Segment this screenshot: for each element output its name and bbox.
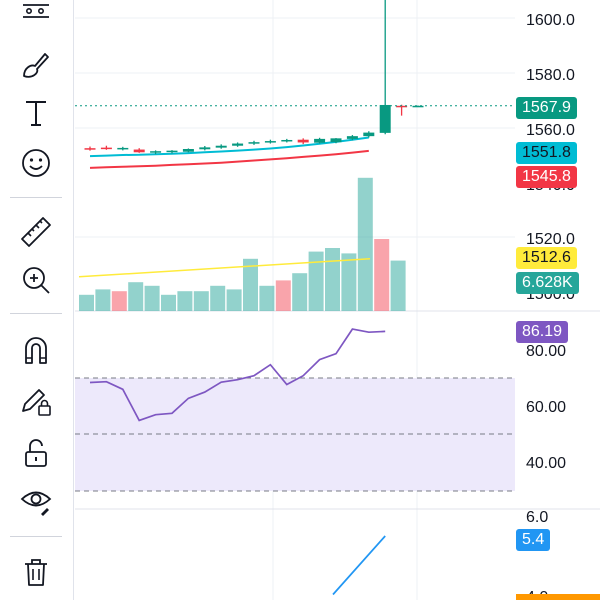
volume-bar (325, 248, 340, 311)
candle-body (412, 105, 424, 108)
rsi-badge: 86.19 (516, 321, 569, 343)
candle-body (330, 138, 342, 143)
ma-slow-badge: 1545.8 (516, 166, 577, 188)
candle-body (297, 139, 309, 143)
hide-drawings-button[interactable] (11, 478, 61, 522)
emoji-button[interactable] (11, 141, 61, 185)
volume-bar (308, 251, 324, 311)
text-tool-icon (26, 101, 46, 126)
candle-body (264, 141, 276, 143)
brush-button[interactable] (11, 43, 61, 87)
volume-bar (357, 177, 373, 311)
volume-bar (177, 291, 193, 311)
candle-body (215, 145, 227, 148)
candle-body (281, 139, 293, 142)
volume-bar (128, 282, 144, 311)
price-tick: 1600.0 (526, 12, 575, 29)
candle-body (232, 143, 244, 146)
ma-fast-line (89, 136, 369, 158)
candle-body (133, 149, 145, 153)
rsi-band-lines (75, 377, 515, 492)
brush-icon (23, 53, 49, 78)
toolbar-separator (10, 313, 62, 314)
drawing-toolbar (0, 0, 74, 600)
toolbar-separator (10, 536, 62, 537)
zoom-in-button[interactable] (11, 258, 61, 302)
candle-body (379, 104, 391, 133)
candle-body (182, 149, 194, 152)
volume-bar (292, 273, 308, 311)
unlock-icon (25, 439, 47, 467)
volume-bar (95, 289, 111, 311)
volume-bar (259, 285, 275, 311)
candle-body (396, 105, 408, 108)
candles (84, 0, 424, 155)
indicator-tick: 6.0 (526, 509, 548, 526)
candle-body (248, 142, 260, 144)
rsi-tick: 80.00 (526, 343, 566, 360)
lock-drawings-icon (22, 389, 51, 416)
rsi-tick: 60.00 (526, 399, 566, 416)
volume-bars (79, 177, 406, 311)
price-tick: 1520.0 (526, 231, 575, 248)
hide-drawings-icon (20, 491, 52, 516)
volume-ma-badge: 1512.6 (516, 247, 577, 269)
volume-badge: 6.628K (516, 272, 579, 294)
indicator-badge-partial (516, 594, 600, 600)
magnet-icon (25, 337, 47, 364)
trend-line-tools-button[interactable] (11, 0, 61, 36)
trend-line-tools-icon (23, 4, 49, 18)
volume-bar (144, 285, 160, 311)
trash-button[interactable] (11, 550, 61, 594)
emoji-icon (22, 149, 50, 177)
zoom-in-icon (23, 267, 50, 294)
unlock-button[interactable] (11, 431, 61, 475)
candle-body (150, 151, 162, 153)
candle-body (314, 138, 326, 143)
candle-body (84, 148, 96, 150)
volume-bar (210, 285, 226, 311)
ruler-button[interactable] (11, 210, 61, 254)
volume-ma-line (78, 258, 371, 278)
price-tick: 1560.0 (526, 122, 575, 139)
text-tool-button[interactable] (11, 91, 61, 135)
volume-bar (193, 291, 209, 311)
indicator-line (332, 535, 386, 596)
volume-bar (390, 260, 406, 311)
price-tick: 1580.0 (526, 67, 575, 84)
candle-body (100, 147, 112, 150)
candle-body (346, 136, 358, 139)
volume-bar (275, 280, 291, 311)
lock-drawings-button[interactable] (11, 379, 61, 423)
indicator-badge: 5.4 (516, 529, 551, 551)
candle-body (363, 132, 375, 137)
rsi-line (89, 328, 386, 422)
ma-fast-badge: 1551.8 (516, 142, 577, 164)
volume-bar (79, 294, 94, 311)
volume-bar (341, 253, 357, 311)
ruler-icon (21, 217, 51, 247)
candle-body (166, 150, 178, 153)
rsi-tick: 40.00 (526, 455, 566, 472)
trash-icon (25, 559, 47, 586)
magnet-button[interactable] (11, 328, 61, 372)
volume-bar (374, 239, 390, 311)
ma-slow-line (89, 149, 369, 169)
candle-body (199, 147, 211, 150)
volume-bar (161, 294, 176, 311)
volume-bar (226, 289, 242, 311)
volume-bar (111, 291, 127, 311)
toolbar-separator (10, 197, 62, 198)
chart-area[interactable]: 1600.0 1580.0 1560.0 1540.0 1520.0 1500.… (75, 0, 600, 600)
last-price-badge: 1567.9 (516, 97, 577, 119)
volume-bar (243, 258, 258, 311)
candle-body (117, 147, 129, 150)
